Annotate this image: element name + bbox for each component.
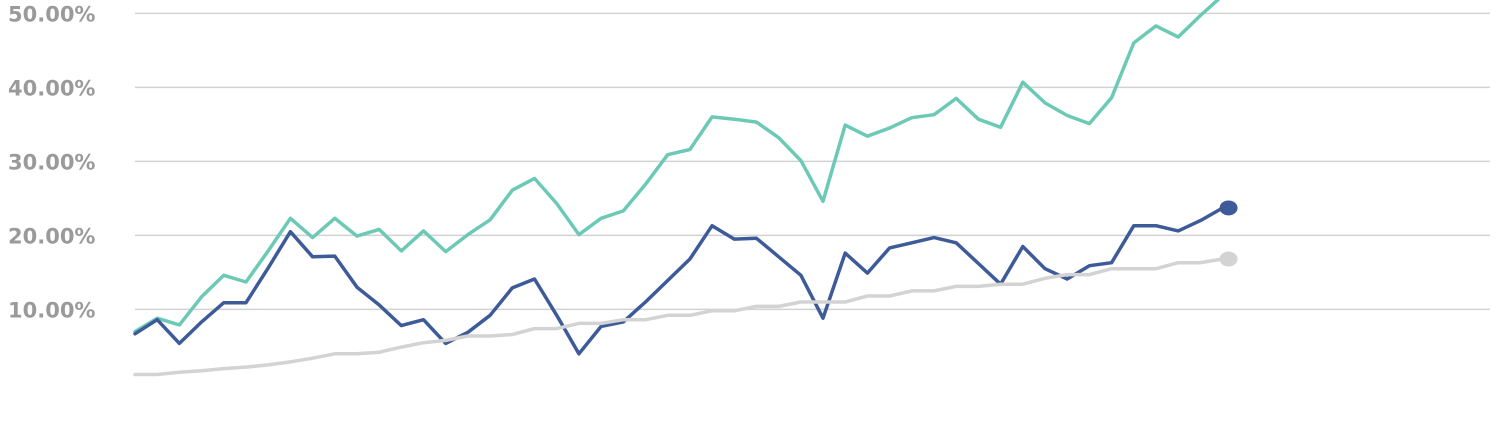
y-tick-label: 40.00% — [8, 76, 95, 100]
series-end-marker-2 — [1219, 200, 1238, 216]
y-tick-label: 10.00% — [8, 298, 95, 322]
series-line-2 — [133, 206, 1225, 356]
end-markers — [1219, 200, 1238, 267]
series-line-1 — [133, 0, 1221, 334]
series-end-marker-3 — [1219, 251, 1238, 267]
series-lines — [133, 0, 1225, 377]
y-tick-label: 20.00% — [8, 224, 95, 248]
gridlines — [135, 12, 1490, 311]
series-line-3 — [133, 257, 1225, 377]
y-axis-tick-labels: 10.00% 20.00% 30.00% 40.00% 50.00% — [8, 2, 95, 322]
y-tick-label: 30.00% — [8, 150, 95, 174]
y-tick-label: 50.00% — [8, 2, 95, 26]
